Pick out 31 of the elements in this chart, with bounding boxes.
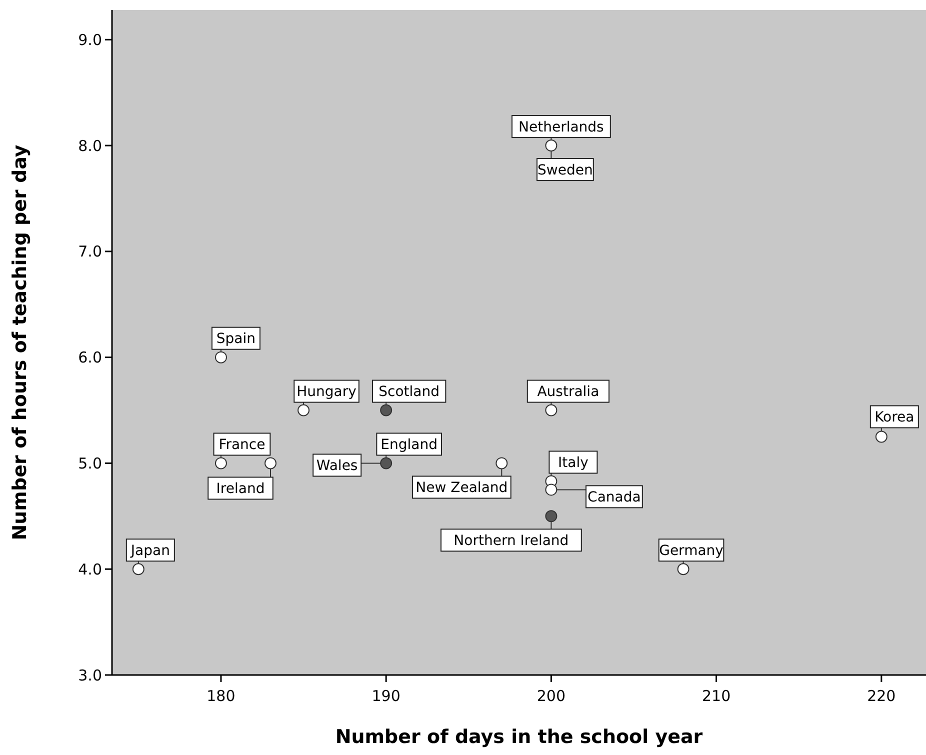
annotation: England xyxy=(380,437,438,454)
y-tick-label: 9.0 xyxy=(78,30,102,49)
annotation: Korea xyxy=(874,410,914,426)
annotation: Australia xyxy=(537,384,600,400)
x-tick-label: 190 xyxy=(372,687,400,705)
annotation: Germany xyxy=(659,543,724,560)
annotation: Hungary xyxy=(296,384,356,400)
annotation: Wales xyxy=(316,458,358,474)
y-tick-label: 4.0 xyxy=(78,560,102,578)
x-tick-label: 200 xyxy=(536,687,566,705)
x-tick-label: 220 xyxy=(867,687,896,705)
annotation: Northern Ireland xyxy=(454,533,569,550)
y-axis-title: Number of hours of teaching per day xyxy=(9,144,31,540)
annotation: New Zealand xyxy=(416,480,508,496)
y-tick-label: 8.0 xyxy=(78,136,102,155)
annotation: Ireland xyxy=(216,481,265,498)
annotation: Scotland xyxy=(378,384,440,400)
y-tick-label: 6.0 xyxy=(78,348,102,367)
annotation: Netherlands xyxy=(518,119,604,136)
annotation: Spain xyxy=(216,331,256,348)
y-tick-label: 7.0 xyxy=(78,242,102,261)
annotation: Japan xyxy=(130,543,170,560)
y-tick-label: 3.0 xyxy=(78,666,102,684)
x-tick-label: 210 xyxy=(702,687,731,705)
annotation: France xyxy=(218,437,266,454)
annotation: Italy xyxy=(558,455,588,472)
annotation: Sweden xyxy=(538,162,593,178)
annotation: Canada xyxy=(588,490,641,506)
y-tick-label: 5.0 xyxy=(78,454,102,472)
x-axis-title: Number of days in the school year xyxy=(335,726,704,748)
x-tick-label: 180 xyxy=(206,687,236,705)
